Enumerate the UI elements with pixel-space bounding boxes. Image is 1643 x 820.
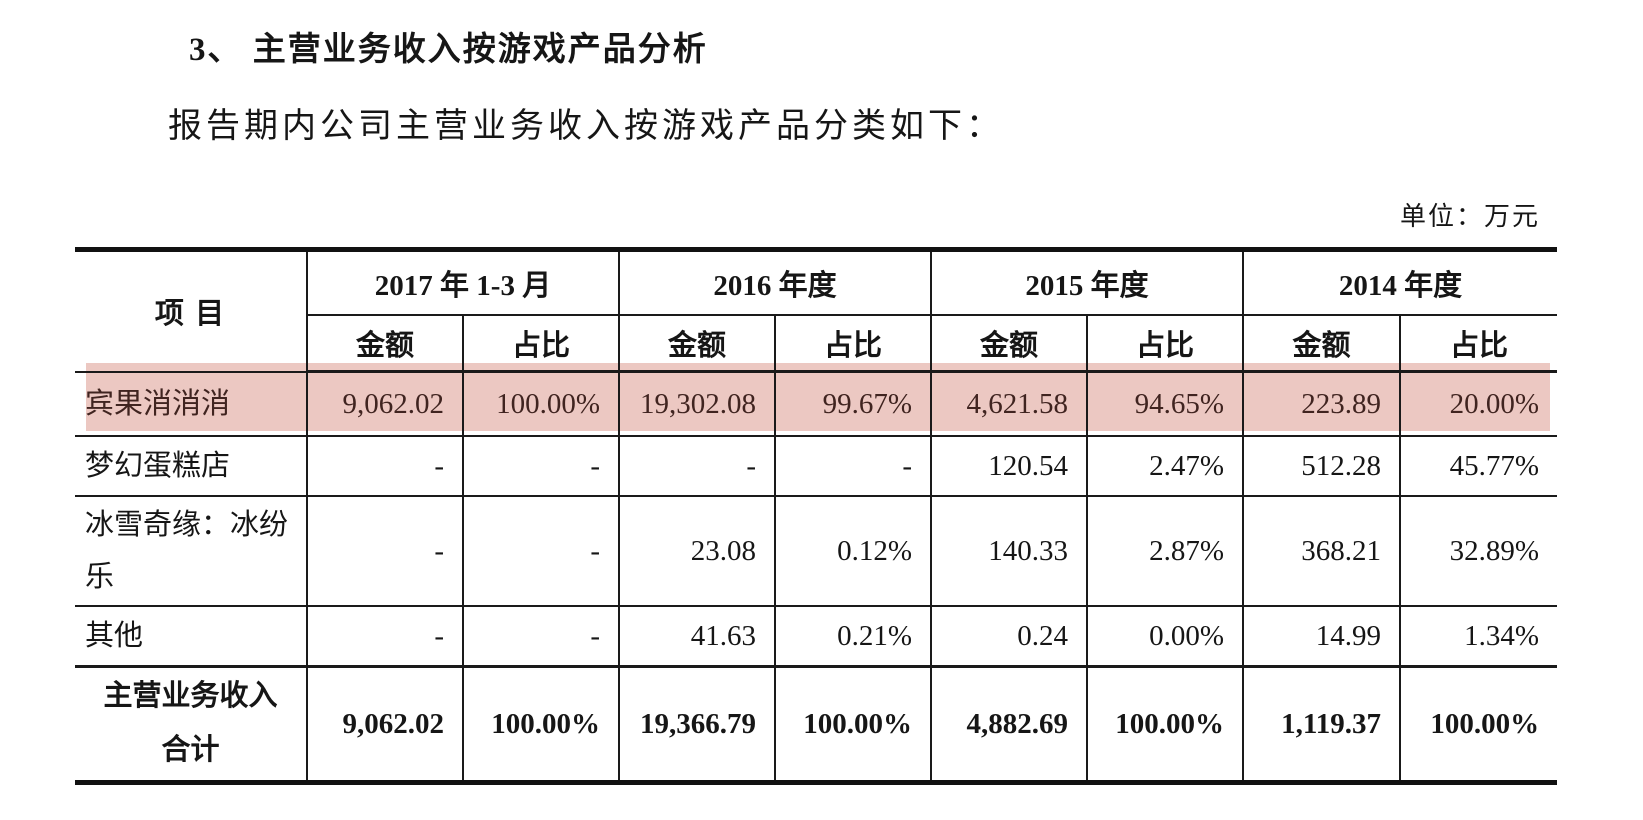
row-name-cell: 冰雪奇缘：冰纷乐 bbox=[75, 495, 308, 607]
cell-value: 140.33 bbox=[930, 495, 1089, 607]
cell-value: 2.47% bbox=[1086, 435, 1245, 497]
cell-value: 2.87% bbox=[1086, 495, 1245, 607]
cell-value: 120.54 bbox=[930, 435, 1089, 497]
cell-value: 0.12% bbox=[774, 495, 933, 607]
total-cell-value: 19,366.79 bbox=[618, 665, 777, 783]
cell-value: 94.65% bbox=[1086, 370, 1245, 437]
subheader-amount-2014: 金额 bbox=[1242, 314, 1402, 373]
cell-value: - bbox=[461, 495, 621, 607]
cell-value: 1.34% bbox=[1399, 605, 1558, 668]
table-row-qita: 其他 - - 41.63 0.21% 0.24 0.00% 14.99 1.34… bbox=[75, 605, 1558, 668]
cell-value: 99.67% bbox=[774, 370, 933, 437]
row-name-cell: 梦幻蛋糕店 bbox=[75, 435, 308, 497]
total-row-name-cell: 主营业务收入 合计 bbox=[75, 665, 308, 783]
cell-value: 23.08 bbox=[618, 495, 777, 607]
cell-value: - bbox=[774, 435, 933, 497]
header-row-subcolumns: 金额 占比 金额 占比 金额 占比 金额 占比 bbox=[75, 314, 1558, 373]
column-header-period-2017q1: 2017 年 1-3 月 bbox=[305, 249, 621, 316]
subheader-ratio-2015: 占比 bbox=[1086, 314, 1245, 373]
total-cell-value: 9,062.02 bbox=[306, 665, 464, 783]
subheader-ratio-2017q1: 占比 bbox=[461, 314, 621, 373]
table-row-total: 主营业务收入 合计 9,062.02 100.00% 19,366.79 100… bbox=[75, 665, 1558, 783]
cell-value: 368.21 bbox=[1242, 495, 1402, 607]
subheader-amount-2017q1: 金额 bbox=[306, 314, 464, 373]
header-row-periods: 项 目 2017 年 1-3 月 2016 年度 2015 年度 2014 年度 bbox=[75, 249, 1558, 373]
table-row-bingguo: 宾果消消消 9,062.02 100.00% 19,302.08 99.67% … bbox=[75, 370, 1558, 437]
cell-value: 0.00% bbox=[1086, 605, 1245, 668]
total-cell-value: 1,119.37 bbox=[1242, 665, 1402, 783]
cell-value: - bbox=[306, 605, 464, 668]
column-header-period-2016: 2016 年度 bbox=[618, 249, 933, 316]
cell-value: 100.00% bbox=[461, 370, 621, 437]
column-header-period-2015: 2015 年度 bbox=[930, 249, 1245, 316]
column-header-period-2014: 2014 年度 bbox=[1242, 249, 1558, 316]
total-cell-value: 100.00% bbox=[461, 665, 621, 783]
cell-value: 4,621.58 bbox=[930, 370, 1089, 437]
subheader-ratio-2016: 占比 bbox=[774, 314, 933, 373]
subheader-amount-2015: 金额 bbox=[930, 314, 1089, 373]
cell-value: 223.89 bbox=[1242, 370, 1402, 437]
cell-value: - bbox=[306, 495, 464, 607]
cell-value: 20.00% bbox=[1399, 370, 1558, 437]
cell-value: 9,062.02 bbox=[306, 370, 464, 437]
cell-value: - bbox=[461, 435, 621, 497]
cell-value: 512.28 bbox=[1242, 435, 1402, 497]
cell-value: - bbox=[618, 435, 777, 497]
total-cell-value: 100.00% bbox=[774, 665, 933, 783]
cell-value: 32.89% bbox=[1399, 495, 1558, 607]
total-name-line2: 合计 bbox=[161, 734, 220, 766]
total-name-line1: 主营业务收入 bbox=[103, 680, 278, 713]
cell-value: 14.99 bbox=[1242, 605, 1402, 668]
cell-value: 0.24 bbox=[930, 605, 1089, 668]
column-header-item: 项 目 bbox=[75, 249, 308, 373]
cell-value: - bbox=[306, 435, 464, 497]
cell-value: 45.77% bbox=[1399, 435, 1558, 497]
table-row-menghuan: 梦幻蛋糕店 - - - - 120.54 2.47% 512.28 45.77% bbox=[75, 435, 1558, 497]
page-title: 3、 主营业务收入按游戏产品分析 bbox=[189, 32, 708, 68]
total-cell-value: 4,882.69 bbox=[930, 665, 1089, 783]
total-cell-value: 100.00% bbox=[1399, 665, 1558, 783]
cell-value: 19,302.08 bbox=[618, 370, 777, 437]
unit-label: 单位：万元 bbox=[1399, 202, 1540, 231]
subheader-ratio-2014: 占比 bbox=[1399, 314, 1558, 373]
subheader-amount-2016: 金额 bbox=[618, 314, 777, 373]
row-name-cell: 其他 bbox=[75, 605, 308, 668]
cell-value: 41.63 bbox=[618, 605, 777, 668]
table-row-bingxueqiyuan: 冰雪奇缘：冰纷乐 - - 23.08 0.12% 140.33 2.87% 36… bbox=[75, 495, 1558, 607]
page-subtitle: 报告期内公司主营业务收入按游戏产品分类如下： bbox=[168, 108, 1004, 145]
cell-value: - bbox=[461, 605, 621, 668]
cell-value: 0.21% bbox=[774, 605, 933, 668]
row-name-cell: 宾果消消消 bbox=[75, 370, 308, 437]
revenue-by-product-table: 项 目 2017 年 1-3 月 2016 年度 2015 年度 2014 年度… bbox=[75, 247, 1558, 785]
total-cell-value: 100.00% bbox=[1086, 665, 1245, 783]
